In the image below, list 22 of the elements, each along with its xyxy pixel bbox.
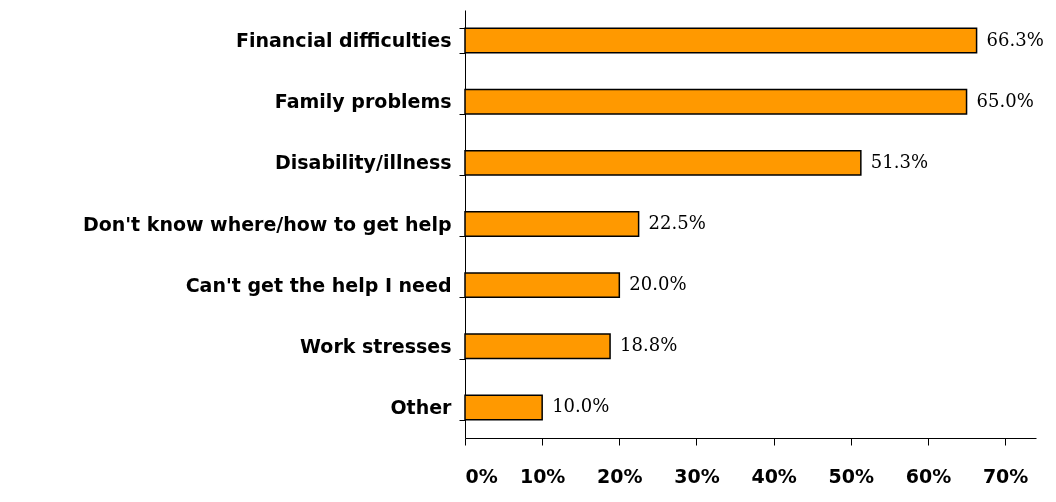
data-label: 10.0% [552,395,610,417]
data-label: 20.0% [629,273,687,295]
data-label: 65.0% [976,89,1034,111]
x-tick-label: 20% [597,464,643,487]
data-label: 22.5% [648,212,706,233]
x-tick-label: 10% [519,464,566,487]
y-tick-label: Can't get the help I need [185,273,452,296]
data-label: 51.3% [870,150,929,172]
x-tick-label: 70% [982,464,1029,487]
x-tick-label: 60% [905,464,952,487]
y-tick-label: Work stresses [300,334,452,357]
x-tick-label: 0% [465,464,498,487]
y-tick-label: Don't know where/how to get help [82,212,452,235]
y-tick-label: Other [390,395,453,418]
data-label: 18.8% [620,334,678,356]
x-tick-label: 40% [751,464,797,487]
x-tick-label: 50% [828,464,875,487]
x-tick-label: 30% [674,464,720,487]
y-tick-label: Financial difficulties [236,29,452,52]
y-tick-label: Family problems [274,90,452,113]
y-tick-label: Disability/illness [274,151,452,174]
data-label: 66.3% [986,28,1044,50]
